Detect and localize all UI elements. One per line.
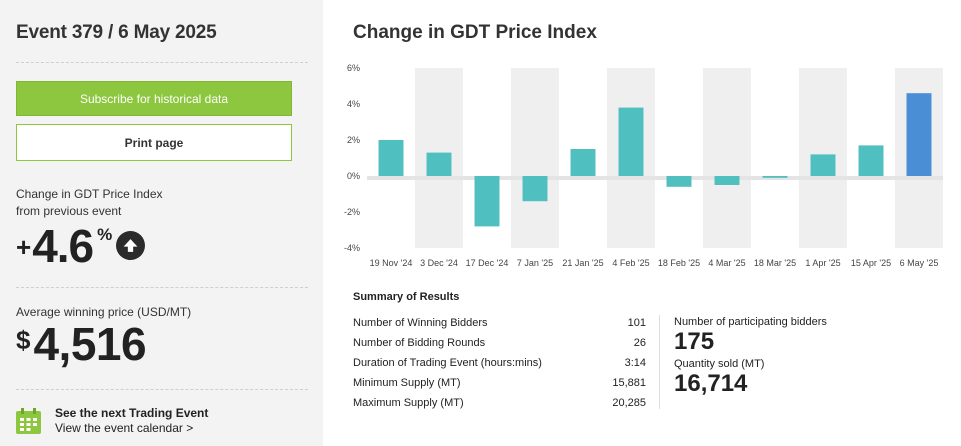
x-tick-label: 4 Mar '25 bbox=[708, 258, 745, 268]
chart-bar bbox=[570, 149, 596, 176]
next-event-title: See the next Trading Event bbox=[55, 406, 209, 420]
divider bbox=[16, 287, 308, 288]
summary-row-label: Maximum Supply (MT) bbox=[353, 397, 464, 409]
change-sign: + bbox=[16, 232, 32, 262]
chart-bar bbox=[426, 152, 452, 176]
next-event-link[interactable]: See the next Trading Event View the even… bbox=[16, 406, 208, 436]
y-tick-label: -2% bbox=[344, 207, 360, 217]
chart-title: Change in GDT Price Index bbox=[353, 22, 597, 43]
chart-bar bbox=[762, 176, 788, 178]
change-value-display: + 4.6 % bbox=[16, 220, 146, 272]
summary-row-label: Number of Bidding Rounds bbox=[353, 337, 486, 349]
event-title: Event 379 / 6 May 2025 bbox=[16, 22, 217, 43]
summary-row-value: 3:14 bbox=[624, 357, 646, 369]
x-tick-label: 18 Feb '25 bbox=[658, 258, 700, 268]
chart-bar bbox=[522, 176, 548, 202]
x-tick-label: 21 Jan '25 bbox=[562, 258, 603, 268]
summary-title: Summary of Results bbox=[353, 291, 460, 303]
price-value: 4,516 bbox=[33, 318, 147, 370]
chart-band bbox=[703, 68, 751, 248]
subscribe-button[interactable]: Subscribe for historical data bbox=[16, 81, 292, 116]
y-tick-label: 6% bbox=[347, 63, 360, 73]
x-tick-label: 3 Dec '24 bbox=[420, 258, 458, 268]
divider bbox=[16, 62, 308, 63]
avg-price-label: Average winning price (USD/MT) bbox=[16, 305, 192, 319]
y-tick-label: 4% bbox=[347, 99, 360, 109]
participating-value: 175 bbox=[674, 328, 715, 355]
change-value: 4.6 bbox=[32, 220, 94, 272]
summary-row-value: 20,285 bbox=[612, 397, 646, 409]
chart-bar bbox=[714, 176, 740, 185]
chart-bar bbox=[618, 107, 644, 176]
summary-row: Number of Bidding Rounds 26 bbox=[353, 335, 646, 355]
summary-row-value: 101 bbox=[627, 317, 646, 329]
change-label-line1: Change in GDT Price Index bbox=[16, 187, 163, 201]
summary-row-value: 15,881 bbox=[612, 377, 646, 389]
summary-row: Minimum Supply (MT) 15,881 bbox=[353, 375, 646, 395]
x-tick-label: 7 Jan '25 bbox=[517, 258, 553, 268]
summary-row: Number of Winning Bidders 101 bbox=[353, 315, 646, 335]
avg-price-display: $ 4,516 bbox=[16, 318, 147, 370]
quantity-value: 16,714 bbox=[674, 370, 748, 397]
x-tick-label: 18 Mar '25 bbox=[754, 258, 796, 268]
change-label: Change in GDT Price Index from previous … bbox=[16, 186, 266, 220]
event-calendar-link[interactable]: View the event calendar > bbox=[55, 421, 194, 435]
summary-row: Duration of Trading Event (hours:mins) 3:… bbox=[353, 355, 646, 375]
print-button[interactable]: Print page bbox=[16, 124, 292, 161]
change-label-line2: from previous event bbox=[16, 204, 122, 218]
chart-bar bbox=[666, 176, 692, 187]
x-tick-label: 15 Apr '25 bbox=[851, 258, 891, 268]
chart-bar bbox=[378, 140, 404, 176]
arrow-up-icon bbox=[116, 231, 146, 260]
summary-row-label: Minimum Supply (MT) bbox=[353, 377, 461, 389]
y-tick-label: -4% bbox=[344, 243, 360, 253]
price-index-chart: 6% 4% 2% 0% -2% -4% 19 Nov '24 3 Dec '24 17 Dec … bbox=[344, 63, 943, 268]
summary-divider bbox=[659, 315, 660, 409]
divider bbox=[16, 389, 308, 390]
chart-bar bbox=[858, 145, 884, 176]
x-tick-label: 19 Nov '24 bbox=[370, 258, 413, 268]
left-panel: Event 379 / 6 May 2025 Subscribe for his… bbox=[0, 0, 323, 446]
summary-row-label: Duration of Trading Event (hours:mins) bbox=[353, 357, 542, 369]
participation-block: Number of participating bidders 175 Quan… bbox=[674, 316, 827, 400]
summary-row-value: 26 bbox=[633, 337, 646, 349]
chart-bar bbox=[810, 154, 836, 176]
zero-line bbox=[367, 176, 943, 180]
x-tick-label: 1 Apr '25 bbox=[805, 258, 840, 268]
chart-band bbox=[511, 68, 559, 248]
x-tick-label: 17 Dec '24 bbox=[466, 258, 509, 268]
y-tick-label: 0% bbox=[347, 171, 360, 181]
x-tick-label: 6 May '25 bbox=[900, 258, 939, 268]
summary-row-label: Number of Winning Bidders bbox=[353, 317, 488, 329]
participating-label: Number of participating bidders bbox=[674, 316, 827, 328]
quantity-label: Quantity sold (MT) bbox=[674, 358, 765, 370]
summary-row: Maximum Supply (MT) 20,285 bbox=[353, 395, 646, 415]
change-unit: % bbox=[97, 225, 113, 244]
chart-bar bbox=[474, 176, 500, 227]
y-tick-label: 2% bbox=[347, 135, 360, 145]
price-currency: $ bbox=[16, 325, 31, 355]
calendar-icon bbox=[16, 408, 41, 434]
summary-table: Number of Winning Bidders 101 Number of Bi… bbox=[353, 315, 646, 415]
chart-bar bbox=[906, 93, 932, 176]
x-tick-label: 4 Feb '25 bbox=[612, 258, 649, 268]
